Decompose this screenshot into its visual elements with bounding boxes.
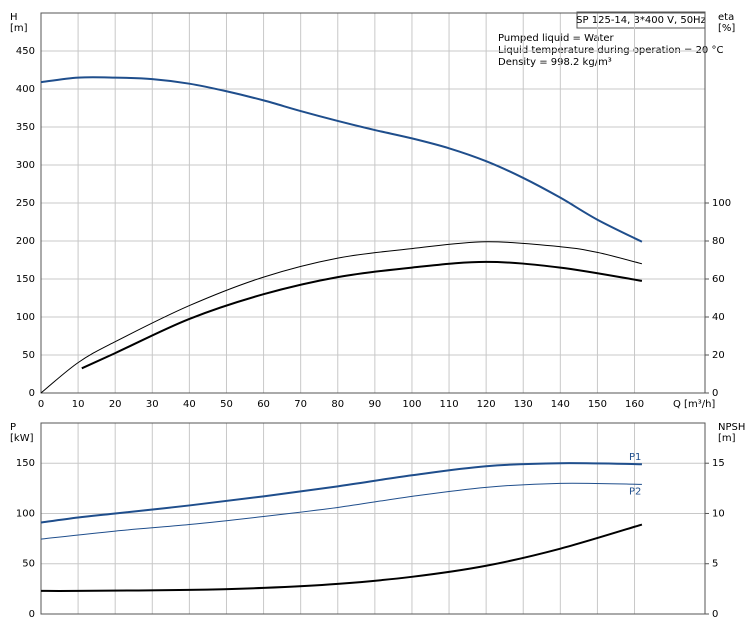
y-tick-label: 100 [16, 508, 35, 519]
series-label: P1 [629, 452, 641, 463]
x-tick-label: 40 [183, 399, 196, 410]
y-tick-label: 100 [16, 312, 35, 323]
y-tick-label: 300 [16, 160, 35, 171]
x-tick-label: 30 [146, 399, 159, 410]
annotation: Density = 998.2 kg/m³ [498, 57, 612, 68]
y2-axis-label: [m] [718, 433, 736, 444]
y-axis-label: P [10, 422, 16, 433]
y-tick-label: 150 [16, 458, 35, 469]
series-label: P2 [629, 486, 641, 497]
y-tick-label: 350 [16, 122, 35, 133]
y-axis-label: H [10, 12, 18, 23]
y2-tick-label: 5 [712, 559, 718, 570]
data-line [40, 241, 643, 394]
y2-tick-label: 80 [712, 236, 725, 247]
y2-tick-label: 15 [712, 458, 725, 469]
data-line [81, 260, 643, 370]
data-line [40, 482, 642, 540]
y-tick-label: 400 [16, 84, 35, 95]
chart-title: SP 125-14, 3*400 V, 50Hz [576, 15, 706, 26]
y-axis-label: [kW] [10, 433, 34, 444]
x-tick-label: 160 [625, 399, 644, 410]
x-tick-label: 20 [109, 399, 122, 410]
annotation: Pumped liquid = Water [498, 33, 615, 44]
y-tick-label: 50 [22, 350, 35, 361]
y-axis-label: [m] [10, 23, 28, 34]
x-tick-label: 150 [588, 399, 607, 410]
x-tick-label: 130 [514, 399, 533, 410]
y2-tick-label: 0 [712, 388, 718, 399]
x-tick-label: 70 [294, 399, 307, 410]
x-tick-label: 140 [551, 399, 570, 410]
y2-tick-label: 10 [712, 508, 725, 519]
y2-tick-label: 40 [712, 312, 725, 323]
x-tick-label: 80 [331, 399, 344, 410]
y2-tick-label: 60 [712, 274, 725, 285]
data-line [40, 523, 643, 592]
x-tick-label: 0 [38, 399, 44, 410]
y2-axis-label: NPSH [718, 422, 745, 433]
x-tick-label: 90 [368, 399, 381, 410]
plot-frame [40, 422, 706, 615]
data-line [40, 462, 642, 524]
y-tick-label: 450 [16, 46, 35, 57]
y2-axis-label: eta [718, 12, 734, 23]
y-tick-label: 200 [16, 236, 35, 247]
y2-tick-label: 100 [712, 198, 731, 209]
data-line [40, 76, 643, 243]
y-tick-label: 250 [16, 198, 35, 209]
y-tick-label: 50 [22, 559, 35, 570]
y2-tick-label: 0 [712, 609, 718, 620]
x-tick-label: 110 [439, 399, 458, 410]
x-tick-label: 120 [477, 399, 496, 410]
x-tick-label: 100 [402, 399, 421, 410]
y-tick-label: 0 [29, 388, 35, 399]
x-axis-label: Q [m³/h] [673, 399, 715, 410]
y2-axis-label: [%] [718, 23, 735, 34]
y2-tick-label: 20 [712, 350, 725, 361]
x-tick-label: 60 [257, 399, 270, 410]
y-tick-label: 150 [16, 274, 35, 285]
plot-frame [40, 12, 706, 394]
x-tick-label: 50 [220, 399, 233, 410]
x-tick-label: 10 [72, 399, 85, 410]
y-tick-label: 0 [29, 609, 35, 620]
